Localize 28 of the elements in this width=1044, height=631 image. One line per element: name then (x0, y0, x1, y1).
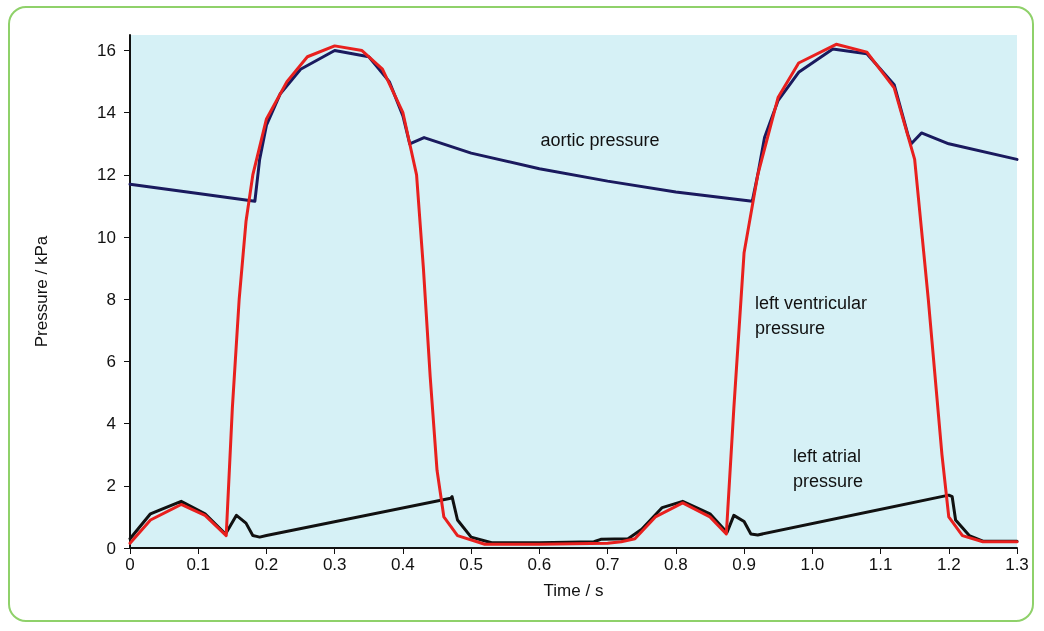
x-tick-label: 1.2 (936, 555, 961, 574)
x-tick-label: 1.0 (800, 555, 825, 574)
x-tick-label: 0.5 (459, 555, 483, 574)
series-label: left atrial pressure (793, 445, 864, 491)
y-tick-label: 0 (106, 538, 116, 558)
y-tick-label: 16 (97, 41, 116, 61)
x-tick-label: 0.4 (391, 555, 415, 574)
x-tick-label: 0.6 (527, 555, 552, 574)
x-tick-label: 1.3 (1005, 555, 1029, 574)
series-label: left ventricular pressure (755, 292, 868, 338)
x-axis-title: Time / s (543, 581, 604, 600)
y-tick-label: 4 (106, 414, 116, 434)
y-tick-label: 10 (97, 227, 116, 247)
x-tick-label: 0.9 (732, 555, 756, 574)
series-label: aortic pressure (540, 130, 660, 150)
x-tick-label: 0.8 (664, 555, 688, 574)
x-tick-label: 0 (125, 555, 135, 574)
x-tick-label: 0.3 (322, 555, 347, 574)
y-tick-label: 6 (106, 351, 116, 371)
y-tick-label: 12 (97, 165, 116, 185)
y-tick-label: 2 (106, 476, 116, 496)
x-tick-label: 0.2 (254, 555, 279, 574)
y-axis-title: Pressure / kPa (32, 235, 51, 348)
y-tick-label: 8 (106, 289, 116, 309)
x-tick-label: 0.1 (186, 555, 211, 574)
x-tick-label: 1.1 (868, 555, 893, 574)
y-tick-label: 14 (97, 103, 116, 123)
x-tick-label: 0.7 (595, 555, 620, 574)
